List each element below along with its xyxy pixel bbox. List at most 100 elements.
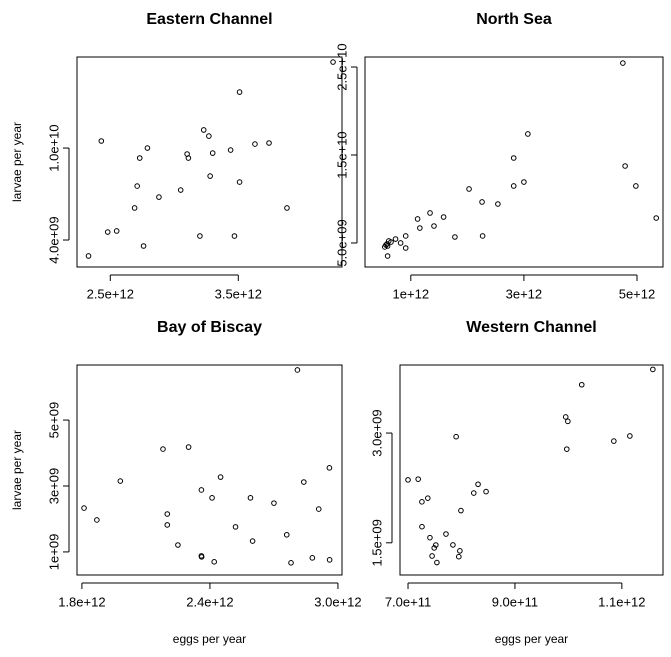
point (510, 183, 517, 189)
point (134, 183, 140, 189)
point (156, 194, 162, 200)
x-tick-label: 1.8e+12 (58, 594, 105, 609)
point (271, 500, 277, 506)
point (217, 474, 224, 480)
point (131, 205, 138, 211)
point (383, 242, 389, 248)
point (160, 446, 166, 452)
point (206, 133, 212, 139)
x-tick-label: 5e+12 (619, 286, 656, 301)
x-tick-label: 2.4e+12 (186, 594, 233, 609)
panel-title: North Sea (476, 11, 552, 28)
point (431, 545, 438, 551)
point (562, 414, 569, 420)
point (440, 214, 447, 220)
point (236, 89, 243, 95)
y-tick-label: 5.0e+09 (334, 219, 349, 266)
point (209, 150, 216, 156)
point (427, 210, 433, 216)
point (450, 542, 456, 548)
point (417, 225, 423, 231)
point (434, 559, 440, 566)
point (315, 506, 322, 512)
point (633, 183, 639, 189)
panel-title: Western Channel (466, 319, 596, 336)
point (330, 59, 336, 65)
point (565, 418, 571, 425)
point (98, 138, 105, 144)
point (521, 179, 527, 185)
point (117, 478, 124, 484)
x-tick-label: 9.0e+11 (492, 594, 538, 609)
x-tick-label: 3e+12 (506, 286, 543, 301)
x-tick-label: 1.1e+12 (598, 594, 645, 609)
x-tick-label: 3.5e+12 (215, 286, 262, 301)
x-axis-label: eggs per year (173, 632, 246, 646)
point (227, 147, 234, 153)
y-axis-label: larvae per year (10, 430, 24, 510)
point (611, 438, 617, 444)
y-tick-label: 1e+09 (46, 534, 61, 571)
point (164, 522, 171, 528)
point (284, 205, 290, 211)
point (453, 433, 459, 440)
point (175, 542, 181, 548)
point (433, 542, 439, 548)
point (620, 60, 626, 66)
panel-title: Bay of Biscay (157, 319, 262, 336)
point (479, 199, 485, 205)
point (650, 366, 656, 373)
point (402, 245, 409, 251)
point (104, 229, 111, 235)
point (483, 488, 489, 495)
point (525, 131, 531, 137)
x-tick-label: 1e+12 (393, 286, 430, 301)
point (456, 553, 462, 560)
point (207, 173, 213, 179)
point (177, 187, 184, 193)
point (427, 534, 433, 541)
plot-box (76, 364, 343, 576)
point (288, 560, 294, 566)
point (249, 538, 256, 544)
point (136, 155, 143, 161)
point (622, 163, 628, 169)
x-tick-label: 2.5e+12 (87, 286, 134, 301)
point (627, 433, 633, 439)
point (81, 505, 87, 511)
point (283, 531, 290, 538)
point (466, 186, 472, 192)
point (164, 511, 171, 517)
plot-box (76, 56, 343, 268)
point (419, 523, 425, 530)
point (294, 367, 301, 373)
point (443, 531, 449, 537)
point (414, 216, 421, 222)
point (429, 553, 435, 559)
point (653, 215, 660, 221)
point (424, 495, 431, 501)
y-tick-label: 1.0e+10 (46, 124, 61, 171)
point (198, 554, 205, 560)
y-tick-label: 3e+09 (46, 468, 61, 505)
x-axis-label: eggs per year (495, 632, 568, 646)
point (384, 253, 391, 259)
panel-title: Eastern Channel (146, 11, 272, 28)
point (431, 223, 437, 229)
point (252, 141, 258, 147)
y-tick-label: 3.0e+09 (369, 409, 384, 456)
point (402, 233, 409, 239)
point (232, 524, 239, 530)
point (113, 228, 120, 234)
point (510, 155, 517, 161)
point (388, 239, 394, 245)
point (495, 201, 501, 207)
point (397, 240, 404, 246)
point (405, 477, 411, 483)
point (309, 555, 316, 561)
point (236, 179, 243, 185)
y-tick-label: 1.5e+10 (334, 131, 349, 178)
point (85, 253, 92, 259)
point (197, 233, 203, 239)
